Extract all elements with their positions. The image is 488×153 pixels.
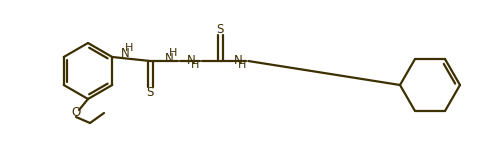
Text: H: H: [125, 43, 133, 53]
Text: S: S: [146, 86, 154, 99]
Text: N: N: [164, 52, 173, 65]
Text: H: H: [169, 48, 177, 58]
Text: H: H: [191, 60, 199, 70]
Text: S: S: [216, 22, 224, 35]
Text: H: H: [238, 60, 246, 70]
Text: O: O: [71, 106, 81, 119]
Text: N: N: [233, 54, 242, 67]
Text: N: N: [186, 54, 195, 67]
Text: N: N: [121, 47, 129, 60]
